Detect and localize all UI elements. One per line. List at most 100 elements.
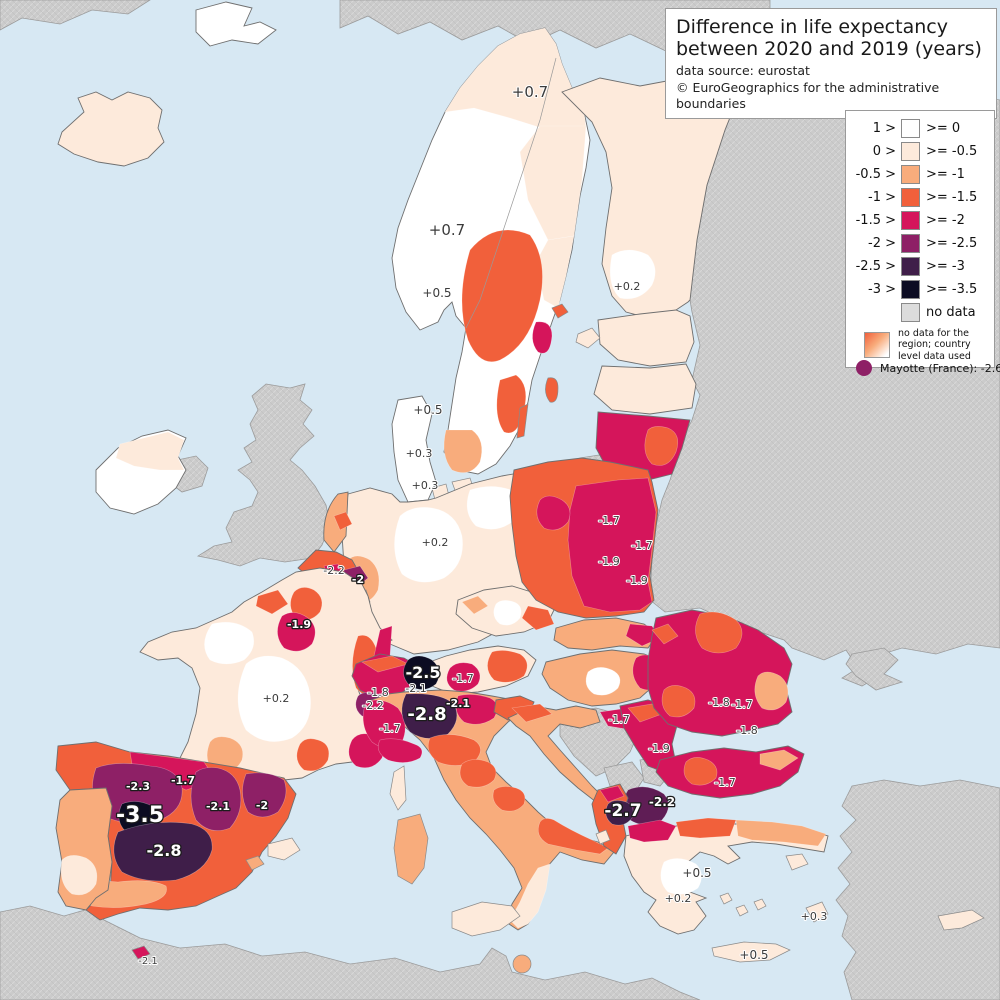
region-iceland <box>57 91 165 167</box>
legend-color-swatch <box>901 234 920 253</box>
region-sardinia <box>393 813 429 885</box>
map-value-label: -1.9 <box>598 555 619 568</box>
map-value-label: -1.8 <box>367 686 388 699</box>
map-value-label: -1.9 <box>287 618 311 631</box>
mayotte-label: Mayotte (France): -2.6 <box>880 361 1000 375</box>
legend-right-label: >= -2 <box>926 213 965 228</box>
map-title-line2: between 2020 and 2019 (years) <box>676 38 982 61</box>
region-italy-abruzzo <box>492 786 526 812</box>
map-value-label: -1.7 <box>452 672 473 685</box>
region-oland <box>516 403 529 439</box>
region-corsica <box>389 765 407 811</box>
map-value-label: -2 <box>352 573 364 586</box>
region-malta <box>512 954 532 974</box>
region-spain-castilla-la-mancha <box>113 821 213 882</box>
region-finland-ostrobothnia <box>609 249 656 299</box>
map-value-label: -1.8 <box>708 696 729 709</box>
region-rhodes <box>805 901 829 923</box>
region-hungary-center <box>585 667 621 696</box>
map-value-label: -2.2 <box>649 795 675 809</box>
title-panel: Difference in life expectancy between 20… <box>665 8 997 119</box>
region-gotland <box>545 377 559 403</box>
region-denmark-jutland <box>391 395 437 503</box>
legend-left-label: 1 > <box>872 121 896 136</box>
map-value-label: -2.1 <box>206 800 230 813</box>
legend-right-label: >= -0.5 <box>926 144 978 159</box>
region-sicily <box>451 901 521 937</box>
map-value-label: +0.2 <box>263 692 290 705</box>
region-sweden-southwest <box>443 429 483 473</box>
region-norway-finnmark <box>444 27 587 131</box>
legend-right-label: >= -3 <box>926 259 965 274</box>
legend-left-label: -1 > <box>868 190 896 205</box>
region-cyclades-1 <box>719 892 733 905</box>
map-value-label: -3.5 <box>116 803 164 828</box>
region-turkey <box>835 779 1000 1000</box>
region-poland-east <box>567 477 657 613</box>
map-value-label: -2.1 <box>405 682 426 695</box>
region-lithuania-southeast <box>644 426 679 466</box>
map-value-label: -2.2 <box>362 699 383 712</box>
map-value-label: -2.8 <box>407 704 446 725</box>
map-value-label: +0.5 <box>682 866 711 880</box>
map-value-label: -1.7 <box>631 539 652 552</box>
region-italy-veneto <box>455 694 498 725</box>
region-svalbard <box>195 1 277 47</box>
map-value-label: +0.5 <box>422 286 451 300</box>
region-greece-northwest <box>627 819 677 843</box>
region-france-center <box>237 655 311 742</box>
legend-row: 1 > >= 0 <box>852 117 988 140</box>
legend-left-label: -0.5 > <box>855 167 896 182</box>
legend-color-swatch <box>901 142 920 161</box>
map-value-labels: +0.7 +0.7 +0.5 +0.2 +0.5 +0.3 +0.3 +0.2 -1.7 -1.7… <box>115 82 829 968</box>
legend-row: -1 > >= -1.5 <box>852 186 988 209</box>
region-italy-marche <box>459 759 497 788</box>
legend-left-label: -1.5 > <box>855 213 896 228</box>
map-value-label: -1.9 <box>626 574 647 587</box>
map-title-line1: Difference in life expectancy <box>676 16 948 38</box>
region-greenland-edge <box>0 0 151 31</box>
legend-color-swatch <box>901 211 920 230</box>
map-value-label: +0.7 <box>429 221 465 239</box>
region-bulgaria-northeast <box>759 749 799 771</box>
region-lesbos <box>785 853 809 871</box>
region-france-burgundy <box>277 612 316 652</box>
legend-note-text: no data for the region; country level da… <box>898 328 971 362</box>
region-czechia-center <box>493 600 522 626</box>
legend-right-label: >= -1 <box>926 167 965 182</box>
map-value-label: +0.3 <box>412 479 439 492</box>
map-value-label: -2.5 <box>406 663 441 682</box>
region-north-africa <box>0 905 701 1000</box>
legend-color-swatch <box>901 257 920 276</box>
mayotte-legend-entry: Mayotte (France): -2.6 <box>856 360 1000 376</box>
map-value-label: +0.5 <box>739 948 768 962</box>
region-great-britain <box>196 383 331 567</box>
legend-color-swatch <box>901 188 920 207</box>
region-estonia <box>597 309 695 367</box>
region-italy-lombardy <box>401 693 458 739</box>
region-austria-central <box>446 662 481 692</box>
map-value-label: +0.7 <box>512 83 548 101</box>
region-cyclades-2 <box>735 904 749 917</box>
region-poland-center <box>536 495 571 531</box>
map-value-label: +0.3 <box>801 910 828 923</box>
region-albania-north <box>599 785 625 803</box>
map-value-label: -1.7 <box>608 713 629 726</box>
legend-row: -3 > >= -3.5 <box>852 278 988 301</box>
legend-row: -2 > >= -2.5 <box>852 232 988 255</box>
legend-note-row: no data for the region; country level da… <box>852 328 988 362</box>
legend-row: -0.5 > >= -1 <box>852 163 988 186</box>
gradient-swatch <box>864 332 890 359</box>
region-austria-east <box>487 650 528 683</box>
region-france-paris <box>290 587 323 621</box>
region-sweden-southeast <box>496 374 527 434</box>
region-sweden-central <box>461 229 543 363</box>
region-greece-north <box>675 817 737 839</box>
legend-color-swatch <box>901 280 920 299</box>
legend-row: -2.5 > >= -3 <box>852 255 988 278</box>
region-ibiza <box>245 855 265 871</box>
map-value-label: -2.1 <box>446 697 470 710</box>
region-france-north <box>255 589 289 615</box>
region-croatia-north <box>511 703 553 723</box>
